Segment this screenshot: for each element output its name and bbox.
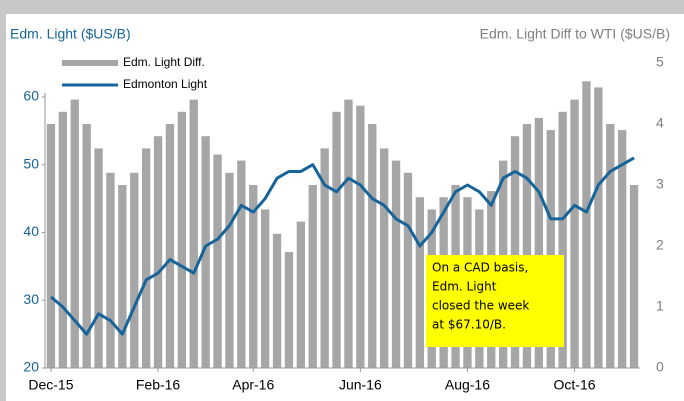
bar (510, 136, 520, 368)
bar (213, 154, 222, 368)
bar (332, 111, 341, 369)
x-tick-label: Dec-15 (28, 377, 73, 393)
bar (201, 136, 210, 368)
y2-tick-label: 1 (656, 298, 664, 314)
bar (177, 111, 187, 369)
bar (225, 172, 234, 368)
bar (582, 81, 591, 369)
bar (189, 99, 198, 368)
y-tick-label: 30 (23, 291, 39, 307)
bar (106, 172, 115, 368)
legend-swatch (62, 60, 118, 66)
bar (534, 117, 544, 369)
bar (153, 136, 163, 368)
bar (344, 99, 353, 368)
bar (296, 221, 306, 368)
line (49, 156, 635, 336)
bar (522, 124, 532, 368)
bar (249, 185, 258, 368)
bar (617, 130, 627, 368)
bar (629, 185, 639, 368)
annotation-text: at $67.10/B. (432, 318, 506, 332)
bar (94, 148, 103, 368)
bar (570, 99, 579, 368)
bar (308, 185, 317, 368)
bar (82, 124, 91, 368)
annotation-box (426, 255, 564, 347)
y2-tick-label: 0 (656, 359, 664, 375)
bar (272, 233, 282, 368)
bar (70, 99, 79, 368)
bar (165, 124, 175, 368)
legend-label: Edm. Light Diff. (123, 55, 205, 69)
bar (260, 209, 270, 368)
bar (58, 111, 68, 369)
bar (594, 87, 603, 369)
bar (546, 130, 555, 368)
bar (141, 148, 151, 368)
x-tick-label: Jun-16 (339, 377, 382, 393)
x-tick-label: Apr-16 (232, 377, 274, 393)
y-tick-label: 50 (23, 155, 39, 171)
bar (391, 160, 401, 368)
y2-tick-label: 4 (656, 115, 664, 131)
bar (368, 124, 377, 368)
bar (558, 111, 567, 369)
x-tick-label: Aug-16 (445, 377, 490, 393)
x-tick-label: Oct-16 (554, 377, 596, 393)
bar (379, 148, 389, 368)
bar (46, 124, 56, 368)
y-axis-label: Edm. Light ($US/B) (10, 26, 131, 42)
bar (356, 105, 365, 368)
x-tick-label: Feb-16 (136, 377, 181, 393)
bar (284, 252, 294, 368)
bar (118, 185, 127, 368)
bar (130, 172, 139, 368)
bar (415, 197, 425, 368)
bar (237, 160, 246, 368)
bar (403, 172, 413, 368)
annotation-text: On a CAD basis, (432, 261, 528, 275)
y-tick-label: 20 (23, 359, 39, 375)
bar (606, 124, 615, 368)
y2-axis-label: Edm. Light Diff to WTI ($US/B) (480, 26, 670, 42)
legend-label: Edmonton Light (123, 77, 208, 91)
bar (320, 148, 329, 368)
y2-tick-label: 3 (656, 176, 664, 192)
y-tick-label: 40 (23, 223, 39, 239)
annotation-text: Edm. Light (432, 280, 497, 294)
annotation-text: closed the week (432, 299, 529, 313)
y-tick-label: 60 (23, 88, 39, 104)
y2-tick-label: 5 (656, 54, 664, 70)
y2-tick-label: 2 (656, 237, 664, 253)
